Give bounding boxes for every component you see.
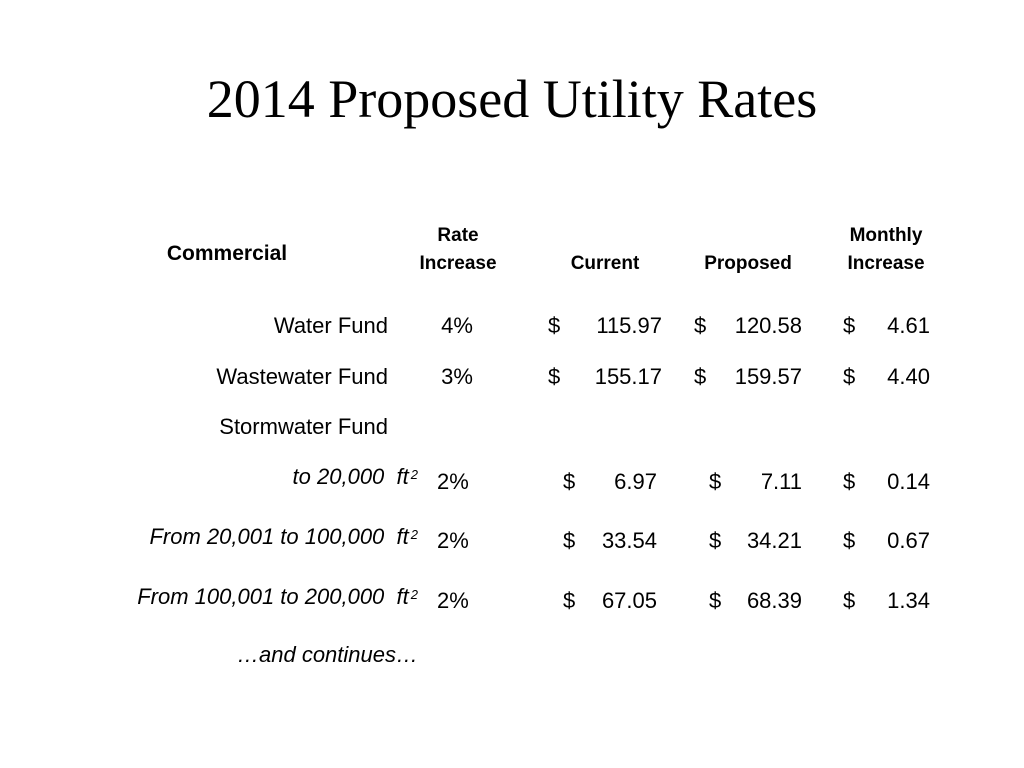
slide-title: 2014 Proposed Utility Rates xyxy=(206,69,818,129)
header-monthly-line1: Monthly xyxy=(849,225,923,246)
current-amount: 155.17 xyxy=(594,364,662,389)
currency-symbol: $ xyxy=(843,364,856,389)
proposed-amount: 68.39 xyxy=(746,588,802,613)
row-rate-water-fund: 4% xyxy=(441,313,473,338)
row-proposed-tier-2: $34.21 xyxy=(709,526,802,556)
currency-symbol: $ xyxy=(548,364,561,389)
row-proposed-tier-3: $68.39 xyxy=(709,586,802,616)
row-rate-tier-2: 2% xyxy=(437,528,469,553)
row-current-tier-1: $6.97 xyxy=(563,467,657,497)
sq-unit: ft xyxy=(396,584,409,609)
row-proposed-tier-1: $7.11 xyxy=(709,467,802,497)
currency-symbol: $ xyxy=(709,588,722,613)
currency-symbol: $ xyxy=(843,469,856,494)
row-monthly-tier-1: $0.14 xyxy=(843,467,930,497)
row-label-tier-2: From 20,001 to 100,000 ft 2 xyxy=(149,522,418,552)
row-monthly-wastewater-fund: $4.40 xyxy=(843,362,930,392)
proposed-amount: 159.57 xyxy=(734,364,802,389)
row-label-continues: …and continues… xyxy=(237,642,418,667)
currency-symbol: $ xyxy=(709,528,722,553)
row-rate-wastewater-fund: 3% xyxy=(441,364,473,389)
row-label-wastewater-fund: Wastewater Fund xyxy=(216,364,388,389)
currency-symbol: $ xyxy=(709,469,722,494)
row-monthly-tier-3: $1.34 xyxy=(843,586,930,616)
row-current-tier-3: $67.05 xyxy=(563,586,657,616)
header-monthly-line2: Increase xyxy=(847,253,925,274)
monthly-amount: 1.34 xyxy=(887,588,930,613)
header-rate-line2: Increase xyxy=(419,253,497,274)
sq-unit: ft xyxy=(396,464,409,489)
currency-symbol: $ xyxy=(843,588,856,613)
sq-exponent: 2 xyxy=(410,587,418,602)
current-amount: 115.97 xyxy=(596,313,662,338)
current-amount: 67.05 xyxy=(601,588,657,613)
sq-exponent: 2 xyxy=(410,527,418,542)
header-rate-increase: Rate Increase xyxy=(398,222,518,278)
monthly-amount: 4.40 xyxy=(887,364,930,389)
header-proposed: Proposed xyxy=(704,253,792,274)
row-monthly-water-fund: $4.61 xyxy=(843,311,930,341)
header-current: Current xyxy=(570,253,640,274)
row-proposed-wastewater-fund: $159.57 xyxy=(694,362,802,392)
monthly-amount: 0.14 xyxy=(887,469,930,494)
row-monthly-tier-2: $0.67 xyxy=(843,526,930,556)
row-current-wastewater-fund: $155.17 xyxy=(548,362,662,392)
row-rate-tier-3: 2% xyxy=(437,588,469,613)
currency-symbol: $ xyxy=(843,528,856,553)
sq-unit: ft xyxy=(396,524,409,549)
row-label-water-fund: Water Fund xyxy=(273,313,388,338)
current-amount: 33.54 xyxy=(601,528,657,553)
current-amount: 6.97 xyxy=(614,469,657,494)
tier-range: From 100,001 to 200,000 xyxy=(137,584,385,609)
proposed-amount: 34.21 xyxy=(746,528,802,553)
tier-range: From 20,001 to 100,000 xyxy=(149,524,385,549)
currency-symbol: $ xyxy=(563,588,576,613)
currency-symbol: $ xyxy=(694,364,707,389)
row-rate-tier-1: 2% xyxy=(437,469,469,494)
row-label-tier-3: From 100,001 to 200,000 ft 2 xyxy=(137,582,418,612)
header-commercial: Commercial xyxy=(166,242,288,265)
sq-exponent: 2 xyxy=(410,467,418,482)
currency-symbol: $ xyxy=(694,313,707,338)
currency-symbol: $ xyxy=(843,313,856,338)
header-rate-line1: Rate xyxy=(437,225,479,246)
row-label-stormwater-fund: Stormwater Fund xyxy=(219,414,388,439)
proposed-amount: 120.58 xyxy=(734,313,802,338)
tier-range: to 20,000 xyxy=(292,464,385,489)
row-label-tier-1: to 20,000 ft 2 xyxy=(293,462,418,492)
monthly-amount: 4.61 xyxy=(887,313,930,338)
proposed-amount: 7.11 xyxy=(760,469,802,494)
monthly-amount: 0.67 xyxy=(887,528,930,553)
row-current-water-fund: $115.97 xyxy=(548,311,662,341)
currency-symbol: $ xyxy=(563,528,576,553)
row-current-tier-2: $33.54 xyxy=(563,526,657,556)
currency-symbol: $ xyxy=(548,313,561,338)
row-proposed-water-fund: $120.58 xyxy=(694,311,802,341)
header-monthly-increase: Monthly Increase xyxy=(826,222,946,278)
currency-symbol: $ xyxy=(563,469,576,494)
